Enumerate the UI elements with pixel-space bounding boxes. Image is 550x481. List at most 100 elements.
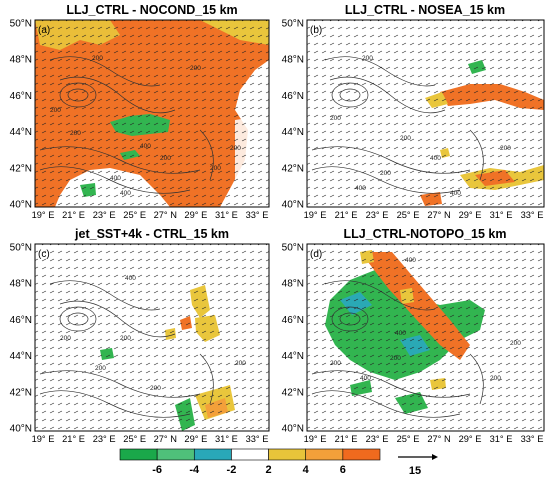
panel-c-frame [34,243,270,432]
panel-b-frame [306,19,545,208]
panel-d-lat-axis: 50°N 48°N 46°N 44°N 42°N 40°N [282,243,304,435]
contour-label: 200 [150,385,161,392]
panel-b-label: (b) [310,25,322,36]
colorbar: -6 -4 -2 2 4 6 15 [119,448,438,477]
contour-label: 400 [395,330,406,337]
contour-label: 200 [510,340,521,347]
panel-d-label: (d) [310,249,322,260]
contour-label: 400 [360,375,371,382]
contour-label: 200 [160,155,171,162]
contour-label: 200 [400,135,411,142]
contour-label: 200 [210,165,221,172]
lon-tick-label: 25° E [123,434,146,444]
lat-tick-label: 40°N [10,200,32,211]
lat-tick-label: 42°N [10,163,32,174]
panel-a-lon-axis: 19° E 21° E 23° E 25° E 27° N 29° E 31° E 33° E [32,210,269,220]
lon-tick-label: 27° N [154,434,177,444]
colorbar-tick-label: 2 [266,464,272,476]
lat-tick-label: 48°N [282,279,304,290]
lat-tick-label: 46°N [10,91,32,102]
panel-c-lat-axis: 50°N 48°N 46°N 44°N 42°N 40°N [10,243,32,435]
reference-vector: 15 [398,454,438,477]
panel-d-contours [311,280,484,418]
lat-tick-label: 44°N [282,351,304,362]
lon-tick-label: 21° E [62,434,85,444]
panel-b-lat-axis: 50°N 48°N 46°N 44°N 42°N 40°N [282,19,304,211]
lat-tick-label: 46°N [10,315,32,326]
lon-tick-label: 23° E [366,210,389,220]
colorbar-segment [342,448,381,461]
lon-tick-label: 23° E [366,434,389,444]
contour-label: 200 [390,355,401,362]
contour-label: 200 [95,365,106,372]
colorbar-tick-label: -4 [189,464,200,476]
lat-tick-label: 50°N [10,243,32,254]
contour-label: 400 [355,185,366,192]
lat-tick-label: 42°N [282,163,304,174]
lon-tick-label: 19° E [304,210,327,220]
panel-c-label: (c) [38,249,50,260]
contour-label: 200 [70,130,81,137]
lon-tick-label: 25° E [397,434,420,444]
lat-tick-label: 42°N [282,387,304,398]
contour-label: 200 [235,360,246,367]
contour-label: 400 [110,175,121,182]
contour-label: 200 [490,375,501,382]
panel-a-lat-axis: 50°N 48°N 46°N 44°N 42°N 40°N [10,19,32,211]
lon-tick-label: 21° E [335,210,358,220]
panel-b: LLJ_CTRL - NOSEA_15 km 200 200 200 [282,3,545,220]
panel-c-map: 400 200 200 200 200 200 [35,244,269,431]
colorbar-segment [305,448,344,461]
contour-label: 200 [190,65,201,72]
panel-a-vectors [35,20,269,207]
contour-label: 200 [120,335,131,342]
contour-label: 400 [120,190,131,197]
panel-c-contours [39,280,214,418]
contour-label: 400 [140,143,151,150]
lon-tick-label: 29° E [459,210,482,220]
contour-label: 200 [500,145,511,152]
panel-d-vectors [307,244,544,431]
contour-label: 400 [125,275,136,282]
lon-tick-label: 27° N [154,210,177,220]
contour-label: 400 [405,257,416,264]
colorbar-ticks: -6 -4 -2 2 4 6 [152,464,346,476]
panel-b-title: LLJ_CTRL - NOSEA_15 km [345,3,505,17]
contour-label: 200 [92,55,103,62]
lat-tick-label: 50°N [282,19,304,30]
panel-d-map: 400 400 200 400 200 200 200 [307,244,544,431]
reference-vector-label: 15 [409,465,421,477]
contour-label: 400 [450,190,461,197]
lon-tick-label: 23° E [93,210,116,220]
reference-vector-head [432,454,438,460]
panel-c-lon-axis: 19° E 21° E 23° E 25° E 27° N 29° E 31° E 33° E [32,434,269,444]
lat-tick-label: 50°N [282,243,304,254]
colorbar-tick-label: -2 [227,464,237,476]
lon-tick-label: 21° E [335,434,358,444]
lon-tick-label: 23° E [93,434,116,444]
colorbar-tick-label: 4 [303,464,310,476]
lon-tick-label: 33° E [521,210,544,220]
lat-tick-label: 46°N [282,315,304,326]
lat-tick-label: 48°N [10,279,32,290]
colorbar-segment [156,448,195,461]
lat-tick-label: 46°N [282,91,304,102]
lat-tick-label: 44°N [282,127,304,138]
panel-d-title: LLJ_CTRL-NOTOPO_15 km [343,227,506,241]
panel-b-lon-axis: 19° E 21° E 23° E 25° E 27° N 29° E 31° E 33° E [304,210,544,220]
panel-c-vectors [35,244,269,431]
lat-tick-label: 48°N [10,55,32,66]
lat-tick-label: 42°N [10,387,32,398]
contour-label: 200 [60,335,71,342]
lon-tick-label: 21° E [62,210,85,220]
lon-tick-label: 19° E [304,434,327,444]
contour-label: 200 [380,170,391,177]
panel-c: jet_SST+4k - CTRL_15 km 400 200 [10,227,270,444]
lon-tick-label: 19° E [32,210,55,220]
panel-b-vectors [307,20,544,207]
lon-tick-label: 33° E [246,434,269,444]
colorbar-segment [268,448,307,461]
lon-tick-label: 31° E [215,434,238,444]
contour-label: 200 [330,115,341,122]
panel-a-map: 200 200 200 400 200 200 200 400 400 200 [35,20,269,207]
